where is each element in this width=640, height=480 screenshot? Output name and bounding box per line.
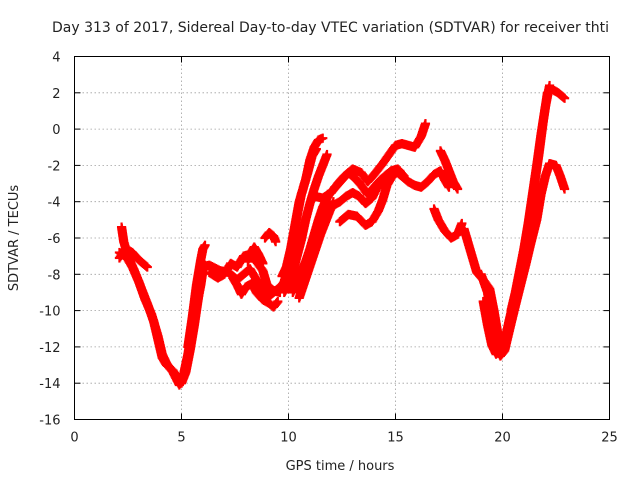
data-series — [243, 242, 268, 269]
data-point-marker — [399, 171, 409, 181]
x-tick-label: 0 — [70, 431, 78, 446]
y-tick-label: -8 — [48, 268, 61, 283]
data-series — [114, 244, 152, 272]
data-series — [335, 166, 405, 230]
data-series — [294, 197, 339, 303]
data-point-marker — [457, 218, 467, 229]
x-tick-labels: 0 5 10 15 20 25 — [70, 431, 617, 446]
data-series — [228, 273, 283, 312]
x-tick-label: 15 — [387, 431, 404, 446]
axis-ticks — [74, 56, 610, 420]
data-point-marker — [258, 258, 268, 269]
y-tick-label: -14 — [39, 377, 60, 392]
y-tick-label: -16 — [39, 414, 60, 429]
data-series — [506, 80, 555, 316]
data-series — [476, 84, 570, 361]
y-tick-label: -10 — [39, 305, 60, 320]
data-series — [260, 227, 281, 247]
y-tick-label: 0 — [52, 123, 60, 138]
data-point-marker — [311, 144, 321, 154]
data-point-marker — [200, 240, 210, 250]
y-tick-label: 4 — [52, 51, 60, 66]
x-tick-label: 25 — [601, 431, 618, 446]
y-tick-label: -4 — [48, 196, 61, 211]
y-tick-labels: -16 -14 -12 -10 -8 -6 -4 -2 0 2 4 — [39, 51, 60, 429]
data-point-marker — [142, 262, 152, 272]
data-series — [279, 149, 332, 298]
y-tick-label: -6 — [48, 232, 61, 247]
data-point-marker — [444, 182, 454, 192]
y-tick-label: -2 — [48, 159, 61, 174]
data-series — [277, 144, 321, 281]
data-point-marker — [271, 237, 281, 247]
data-points — [114, 80, 570, 390]
y-tick-label: 2 — [52, 87, 60, 102]
data-point-marker — [559, 93, 570, 103]
x-tick-label: 10 — [280, 431, 297, 446]
data-point-marker — [322, 149, 332, 160]
chart-title: Day 313 of 2017, Sidereal Day-to-day VTE… — [52, 20, 609, 36]
y-tick-label: -12 — [39, 341, 60, 356]
y-axis-label: SDTVAR / TECUs — [7, 185, 22, 292]
data-point-marker — [395, 166, 405, 176]
data-point-marker — [544, 80, 555, 91]
x-axis-label: GPS time / hours — [286, 459, 395, 474]
data-point-marker — [452, 184, 463, 194]
data-point-marker — [559, 184, 570, 194]
x-tick-label: 5 — [177, 431, 185, 446]
data-series — [429, 204, 467, 243]
data-series — [435, 146, 463, 194]
data-point-marker — [318, 133, 328, 143]
data-point-marker — [420, 119, 431, 129]
data-point-marker — [273, 296, 283, 307]
x-tick-label: 20 — [494, 431, 511, 446]
